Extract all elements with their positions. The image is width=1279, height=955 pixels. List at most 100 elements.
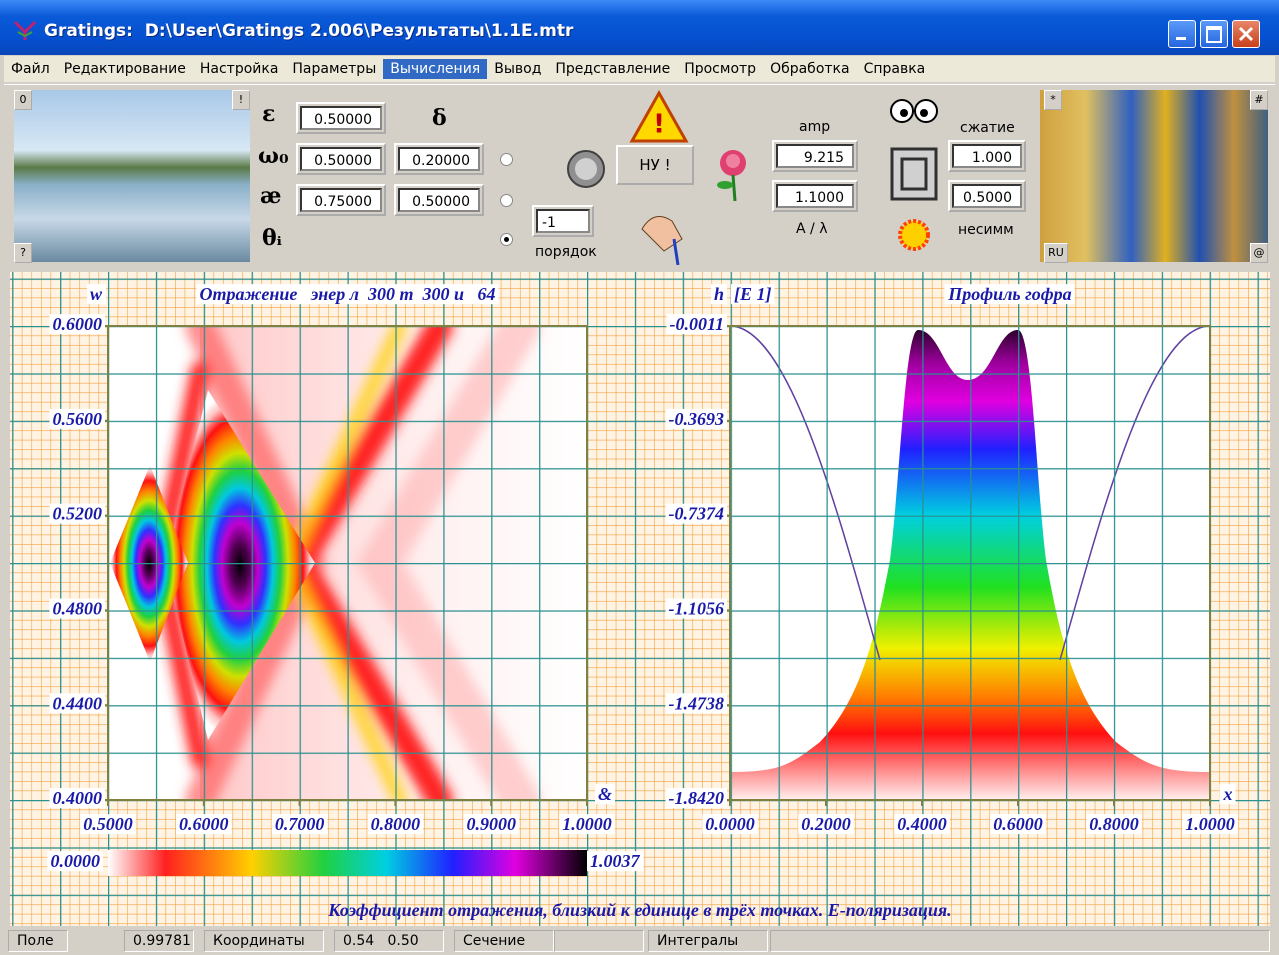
rose-icon [709, 145, 759, 205]
x-axis-label-box: & [595, 784, 615, 804]
decoration [717, 181, 733, 189]
label-background [50, 504, 106, 524]
image-button[interactable]: * [1044, 90, 1062, 110]
decoration [160, 326, 520, 800]
label-background [666, 314, 727, 334]
landscape-image[interactable] [14, 90, 250, 262]
theta-symbol: θᵢ [262, 225, 282, 251]
image-button[interactable]: ? [14, 243, 32, 263]
menu-item[interactable]: Вычисления [383, 59, 487, 79]
epsilon-field[interactable]: 0.50000 [300, 106, 382, 130]
x-tick-label-box: 0.6000 [990, 814, 1046, 834]
x-axis-label-box: x [1220, 784, 1236, 804]
graph-paper [10, 272, 1270, 926]
label-background [702, 814, 758, 834]
painting-image[interactable] [1040, 90, 1268, 262]
label-background [587, 851, 644, 871]
decoration [290, 326, 400, 800]
decoration [726, 154, 740, 168]
decoration: 1.000 [948, 140, 1026, 172]
asymmetry-label: несимм [958, 222, 1014, 238]
label-background [1220, 784, 1236, 804]
decoration [920, 109, 928, 117]
x-axis-label: & [598, 784, 612, 804]
minimize-button[interactable] [1168, 20, 1196, 48]
y-axis-label-box: h [711, 284, 727, 304]
y-axis-label-box: w [87, 284, 106, 304]
decoration [730, 326, 1210, 800]
label-background [666, 693, 728, 713]
decoration: 0.50000 [394, 184, 484, 216]
x-tick-label: 0.2000 [801, 814, 851, 834]
label-background [666, 788, 728, 808]
label-background [1182, 814, 1238, 834]
compression-field[interactable]: 1.000 [952, 144, 1022, 168]
maximize-button[interactable] [1200, 20, 1228, 48]
y-tick-label: 0.4000 [53, 788, 103, 808]
label-background [711, 284, 727, 304]
x-tick-label-box: 0.5000 [80, 814, 136, 834]
decoration: ! [653, 110, 665, 140]
x-tick-label-box: 0.0000 [702, 814, 758, 834]
status-label: Интегралы [648, 930, 768, 952]
decoration: 0.20000 [394, 143, 484, 175]
nu-button[interactable]: НУ ! [620, 149, 690, 181]
delta-field[interactable]: 0.20000 [398, 147, 480, 171]
kappa-delta-field[interactable]: 0.50000 [398, 188, 480, 212]
decoration [1206, 26, 1222, 43]
kappa-symbol: æ [260, 183, 281, 209]
decoration: 0.50000 [296, 143, 386, 175]
image-button[interactable]: # [1250, 90, 1268, 110]
y-tick-label-box: -1.4738 [666, 693, 728, 713]
x-tick-label: 1.0000 [562, 814, 612, 834]
menu-item[interactable]: Параметры [285, 59, 383, 79]
menu-item[interactable]: Вывод [487, 59, 548, 79]
plot-title: Отражение энер л 300 т 300 и 64 [199, 284, 495, 304]
y-tick-label: 0.4800 [53, 599, 103, 619]
toolbar-icons-2 [884, 89, 944, 265]
y-axis-label: w [90, 284, 103, 304]
label-background [80, 814, 136, 834]
close-button[interactable] [1232, 20, 1260, 48]
menu-item[interactable]: Представление [548, 59, 677, 79]
radio[interactable] [500, 194, 513, 207]
menu-item[interactable]: Справка [857, 59, 933, 79]
plot-title: Профиль гофра [947, 284, 1071, 304]
asymmetry-field[interactable]: 0.5000 [952, 184, 1022, 208]
reflection-map [108, 326, 587, 800]
menu-item[interactable]: Файл [4, 59, 57, 79]
y-axis-unit-box: [E 1] [731, 284, 775, 304]
menu-item[interactable]: Обработка [763, 59, 857, 79]
menu-item[interactable]: Редактирование [57, 59, 193, 79]
status-value [554, 930, 644, 952]
decoration [110, 465, 188, 662]
x-tick-label-box: 1.0000 [559, 814, 615, 834]
y-tick-label: 0.5600 [53, 409, 103, 429]
omega-field[interactable]: 0.50000 [300, 147, 382, 171]
y-tick-label: -1.1056 [669, 599, 725, 619]
decoration [504, 237, 509, 242]
decoration [108, 326, 587, 800]
image-button[interactable]: @ [1250, 243, 1268, 263]
image-button[interactable]: RU [1044, 243, 1068, 263]
decoration [730, 330, 1210, 800]
x-tick-label-box: 0.8000 [1086, 814, 1142, 834]
image-button[interactable]: 0 [14, 90, 32, 110]
x-tick-label: 1.0000 [1185, 814, 1235, 834]
menu-item[interactable]: Просмотр [677, 59, 763, 79]
ratio-field[interactable]: 1.1000 [776, 184, 854, 208]
label-background [50, 314, 106, 334]
image-button[interactable]: ! [232, 90, 250, 110]
radio-checked[interactable] [500, 233, 513, 246]
amp-field[interactable]: 9.215 [776, 144, 854, 168]
x-tick-label: 0.6000 [179, 814, 229, 834]
menu-item[interactable]: Настройка [193, 59, 286, 79]
status-value: 0.99781 [124, 930, 194, 952]
radio[interactable] [500, 153, 513, 166]
x-tick-label-box: 0.4000 [894, 814, 950, 834]
label-background [595, 784, 615, 804]
y-tick-label: -0.3693 [669, 409, 725, 429]
x-tick-label: 0.6000 [993, 814, 1043, 834]
graph-paper-major [10, 272, 1270, 926]
kappa-field[interactable]: 0.75000 [300, 188, 382, 212]
